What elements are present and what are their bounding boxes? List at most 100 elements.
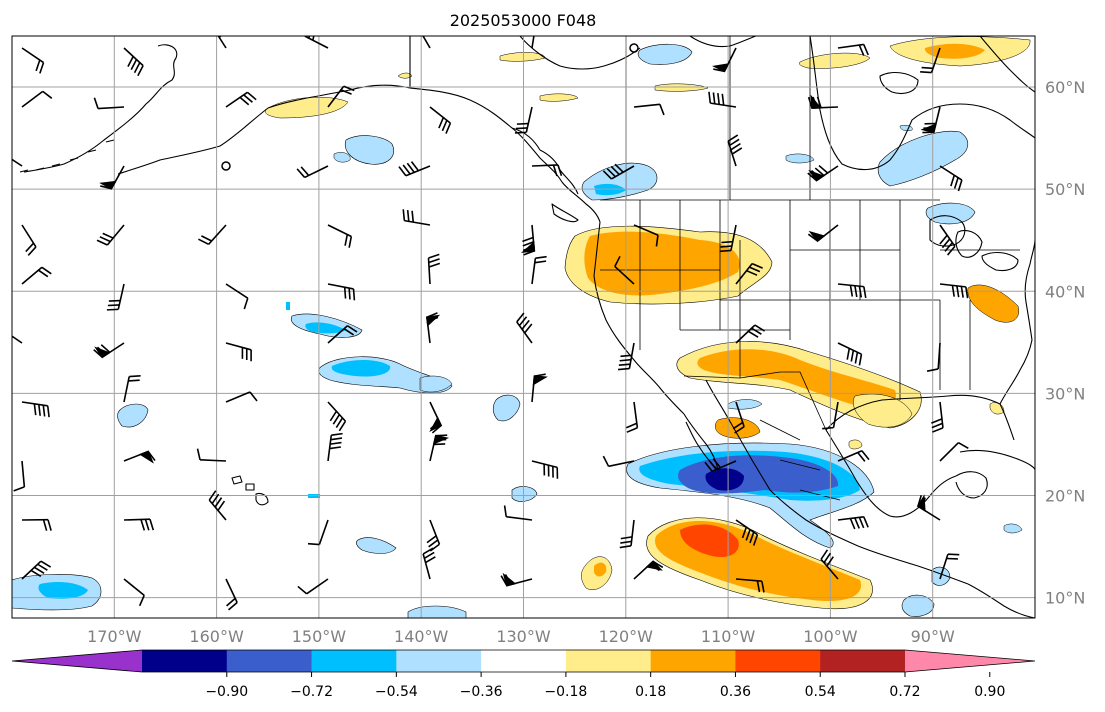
wind-barb xyxy=(633,224,659,247)
wind-barb xyxy=(93,97,125,110)
colorbar-bin xyxy=(650,650,736,672)
wind-barb xyxy=(426,312,441,344)
negative-region-caribbean-east xyxy=(1003,523,1023,534)
political-borders xyxy=(600,36,1020,501)
colorbar-outline xyxy=(11,649,1036,673)
wind-barb xyxy=(93,342,125,359)
wind-barb xyxy=(614,255,635,285)
colorbar-bin xyxy=(481,650,567,672)
wind-barb xyxy=(123,578,145,607)
wind-barb xyxy=(837,515,869,530)
wind-barb xyxy=(296,165,329,179)
map-frame xyxy=(11,35,1036,619)
wind-barb xyxy=(939,165,963,192)
wind-barb xyxy=(735,324,766,344)
hawaii-island-2 xyxy=(245,483,255,491)
lon-tick-label: 170°W xyxy=(87,627,142,646)
wind-barb xyxy=(21,47,45,74)
lat-tick-label: 20°N xyxy=(1045,486,1085,505)
negative-core-pacific-35n xyxy=(331,360,391,377)
wind-barb xyxy=(225,391,258,403)
wind-barb xyxy=(837,43,869,56)
wind-barb xyxy=(931,401,944,433)
wind-barb xyxy=(429,401,443,434)
wind-barb xyxy=(514,106,533,134)
lon-tick-label: 120°W xyxy=(599,627,654,646)
wind-barb xyxy=(619,519,635,549)
positive-small-northern-canada xyxy=(799,52,871,69)
wind-barb xyxy=(297,578,329,595)
wind-barb xyxy=(531,255,547,285)
positive-small-hudson-bay-core xyxy=(924,43,985,59)
wind-barb xyxy=(807,94,839,109)
wind-barb xyxy=(21,560,52,580)
colorbar-tick-label: 0.54 xyxy=(805,684,836,700)
lon-tick-label: 160°W xyxy=(189,627,244,646)
wind-barb xyxy=(617,342,635,371)
wind-barb xyxy=(822,401,839,430)
wind-barb xyxy=(221,161,231,171)
hudson-bay-coastline xyxy=(809,36,1035,171)
wind-barb xyxy=(426,519,441,552)
cuba-coastline xyxy=(959,449,1035,471)
wind-barb xyxy=(21,266,52,285)
wind-barb xyxy=(939,224,956,256)
wind-barb xyxy=(123,47,144,77)
wind-barb xyxy=(196,448,227,462)
negative-region-great-lakes xyxy=(925,202,976,225)
colorbar-tick-label: −0.90 xyxy=(205,684,248,700)
wind-barb xyxy=(225,342,252,362)
wind-barb xyxy=(727,134,743,167)
map-title: 2025053000 F048 xyxy=(450,11,597,30)
vancouver-island-coastline xyxy=(551,203,579,223)
wind-barb xyxy=(123,374,141,403)
arctic-islands-coastline xyxy=(519,36,641,70)
mexico-pacific-coastline xyxy=(769,489,969,585)
wind-barb xyxy=(327,325,358,344)
wind-barb xyxy=(629,43,639,53)
colorbar-extend-low xyxy=(12,650,142,672)
negative-region-yukon xyxy=(637,43,693,65)
colorbar-bin xyxy=(820,650,906,672)
colorbar-tick-label: 0.90 xyxy=(974,684,1005,700)
wind-barb xyxy=(837,283,867,298)
wind-barb xyxy=(625,401,639,433)
central-america-coastline xyxy=(967,583,1035,618)
wind-barb xyxy=(531,36,535,49)
wind-barb xyxy=(735,519,759,546)
wind-barb xyxy=(225,578,238,611)
great-lakes-coastline-3 xyxy=(981,251,1019,272)
wind-barb xyxy=(307,519,329,546)
wind-barb xyxy=(99,165,125,190)
wind-barb xyxy=(735,262,763,285)
latitude-tick-labels: 60°N 50°N 40°N 30°N 20°N 10°N xyxy=(1045,78,1085,608)
wind-barb xyxy=(500,572,533,587)
lat-tick-label: 40°N xyxy=(1045,282,1085,301)
wind-barb xyxy=(719,224,737,253)
colorbar-tick-label: 0.72 xyxy=(889,684,920,700)
alaska-peninsula-coastline xyxy=(117,107,269,175)
wind-barb xyxy=(21,518,52,531)
wind-barb xyxy=(807,224,839,243)
wind-barb xyxy=(21,90,53,108)
us-mexico-border xyxy=(683,371,827,431)
wind-barb xyxy=(327,224,353,248)
wind-barb xyxy=(123,518,155,531)
alaska-coastline xyxy=(23,44,178,173)
lon-tick-label: 150°W xyxy=(292,627,347,646)
wind-barb xyxy=(225,283,249,310)
negative-region-pacific-15n xyxy=(356,537,397,554)
colorbar-bin xyxy=(311,650,397,672)
lon-tick-label: 140°W xyxy=(394,627,449,646)
colorbar-bin xyxy=(565,650,652,672)
wind-barb xyxy=(807,164,839,182)
negative-region-alaska-gulf xyxy=(344,135,394,165)
wind-barb xyxy=(926,342,941,372)
negative-region-pacific-30n xyxy=(419,375,453,393)
wind-barb xyxy=(503,505,533,521)
wind-barb xyxy=(916,494,941,521)
lat-tick-label: 30°N xyxy=(1045,384,1085,403)
wind-barb xyxy=(939,553,960,580)
wind-barb xyxy=(531,460,559,479)
